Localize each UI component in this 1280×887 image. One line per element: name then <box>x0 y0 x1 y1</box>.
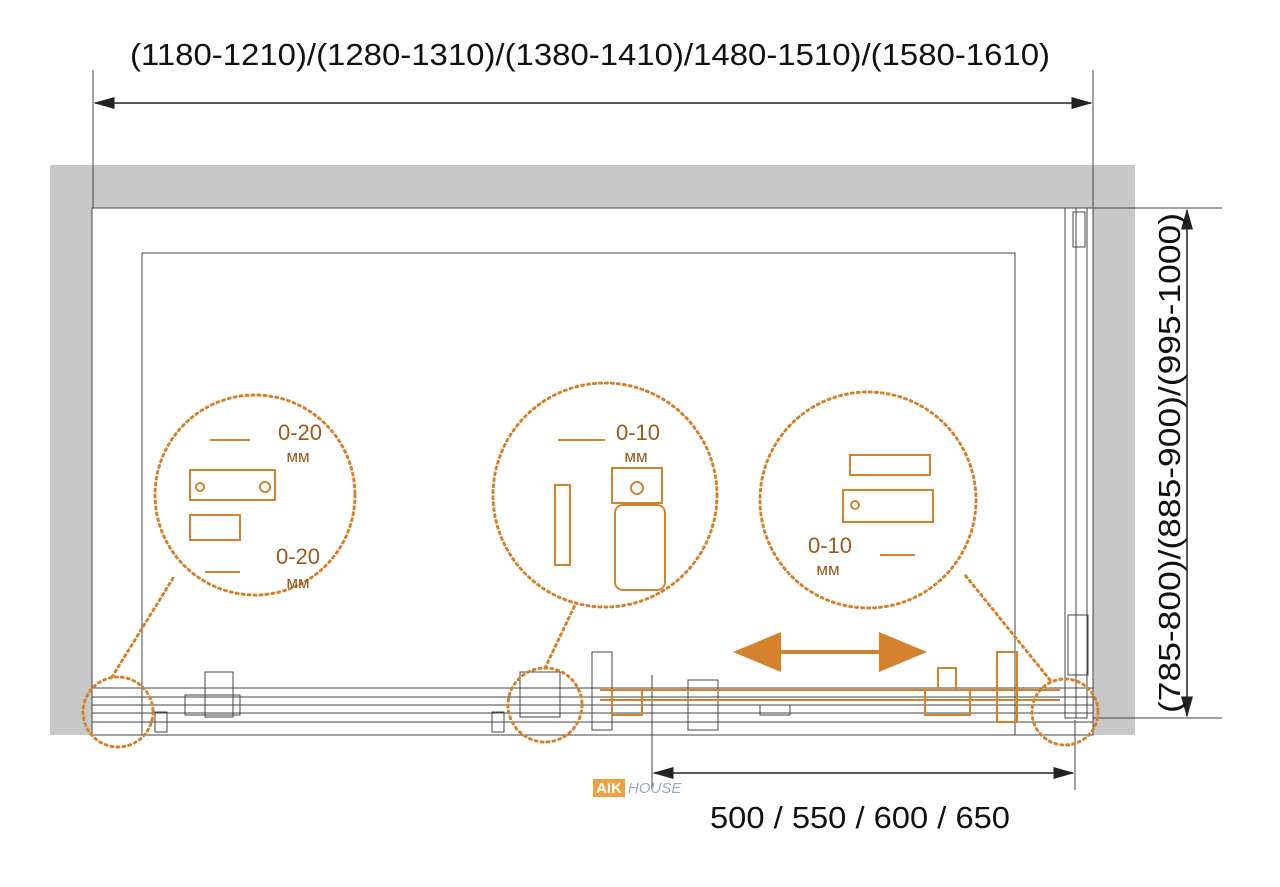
walls <box>50 165 1135 735</box>
depth-label: (785-800)/(885-900)/(995-1000) <box>1152 213 1187 713</box>
detail-label: 0-20 <box>278 420 322 445</box>
detail-2-drawing <box>554 439 666 591</box>
watermark-badge <box>593 779 625 797</box>
wall-profile <box>1064 207 1089 719</box>
detail-unit: мм <box>624 447 647 466</box>
detail-3-drawing <box>842 454 934 556</box>
tray-inner <box>141 252 1016 736</box>
rails <box>92 651 1093 733</box>
wall-left <box>50 208 92 735</box>
width-label: (1180-1210)/(1280-1310)/(1380-1410)/1480… <box>130 37 1050 72</box>
detail-unit: мм <box>816 560 839 579</box>
callouts <box>81 381 1100 749</box>
detail-label: 0-10 <box>616 420 660 445</box>
watermark-suffix: HOUSE <box>628 780 682 797</box>
detail-unit: мм <box>286 573 309 592</box>
detail-unit: мм <box>286 447 309 466</box>
wall-right <box>1093 208 1135 735</box>
door-label: 500 / 550 / 600 / 650 <box>710 800 1010 835</box>
detail-label: 0-20 <box>276 544 320 569</box>
moving-door <box>600 651 1060 723</box>
detail-1-drawing <box>189 439 276 573</box>
detail-label: 0-10 <box>808 533 852 558</box>
wall-top <box>50 165 1135 208</box>
watermark-brand: AIK <box>596 780 622 797</box>
